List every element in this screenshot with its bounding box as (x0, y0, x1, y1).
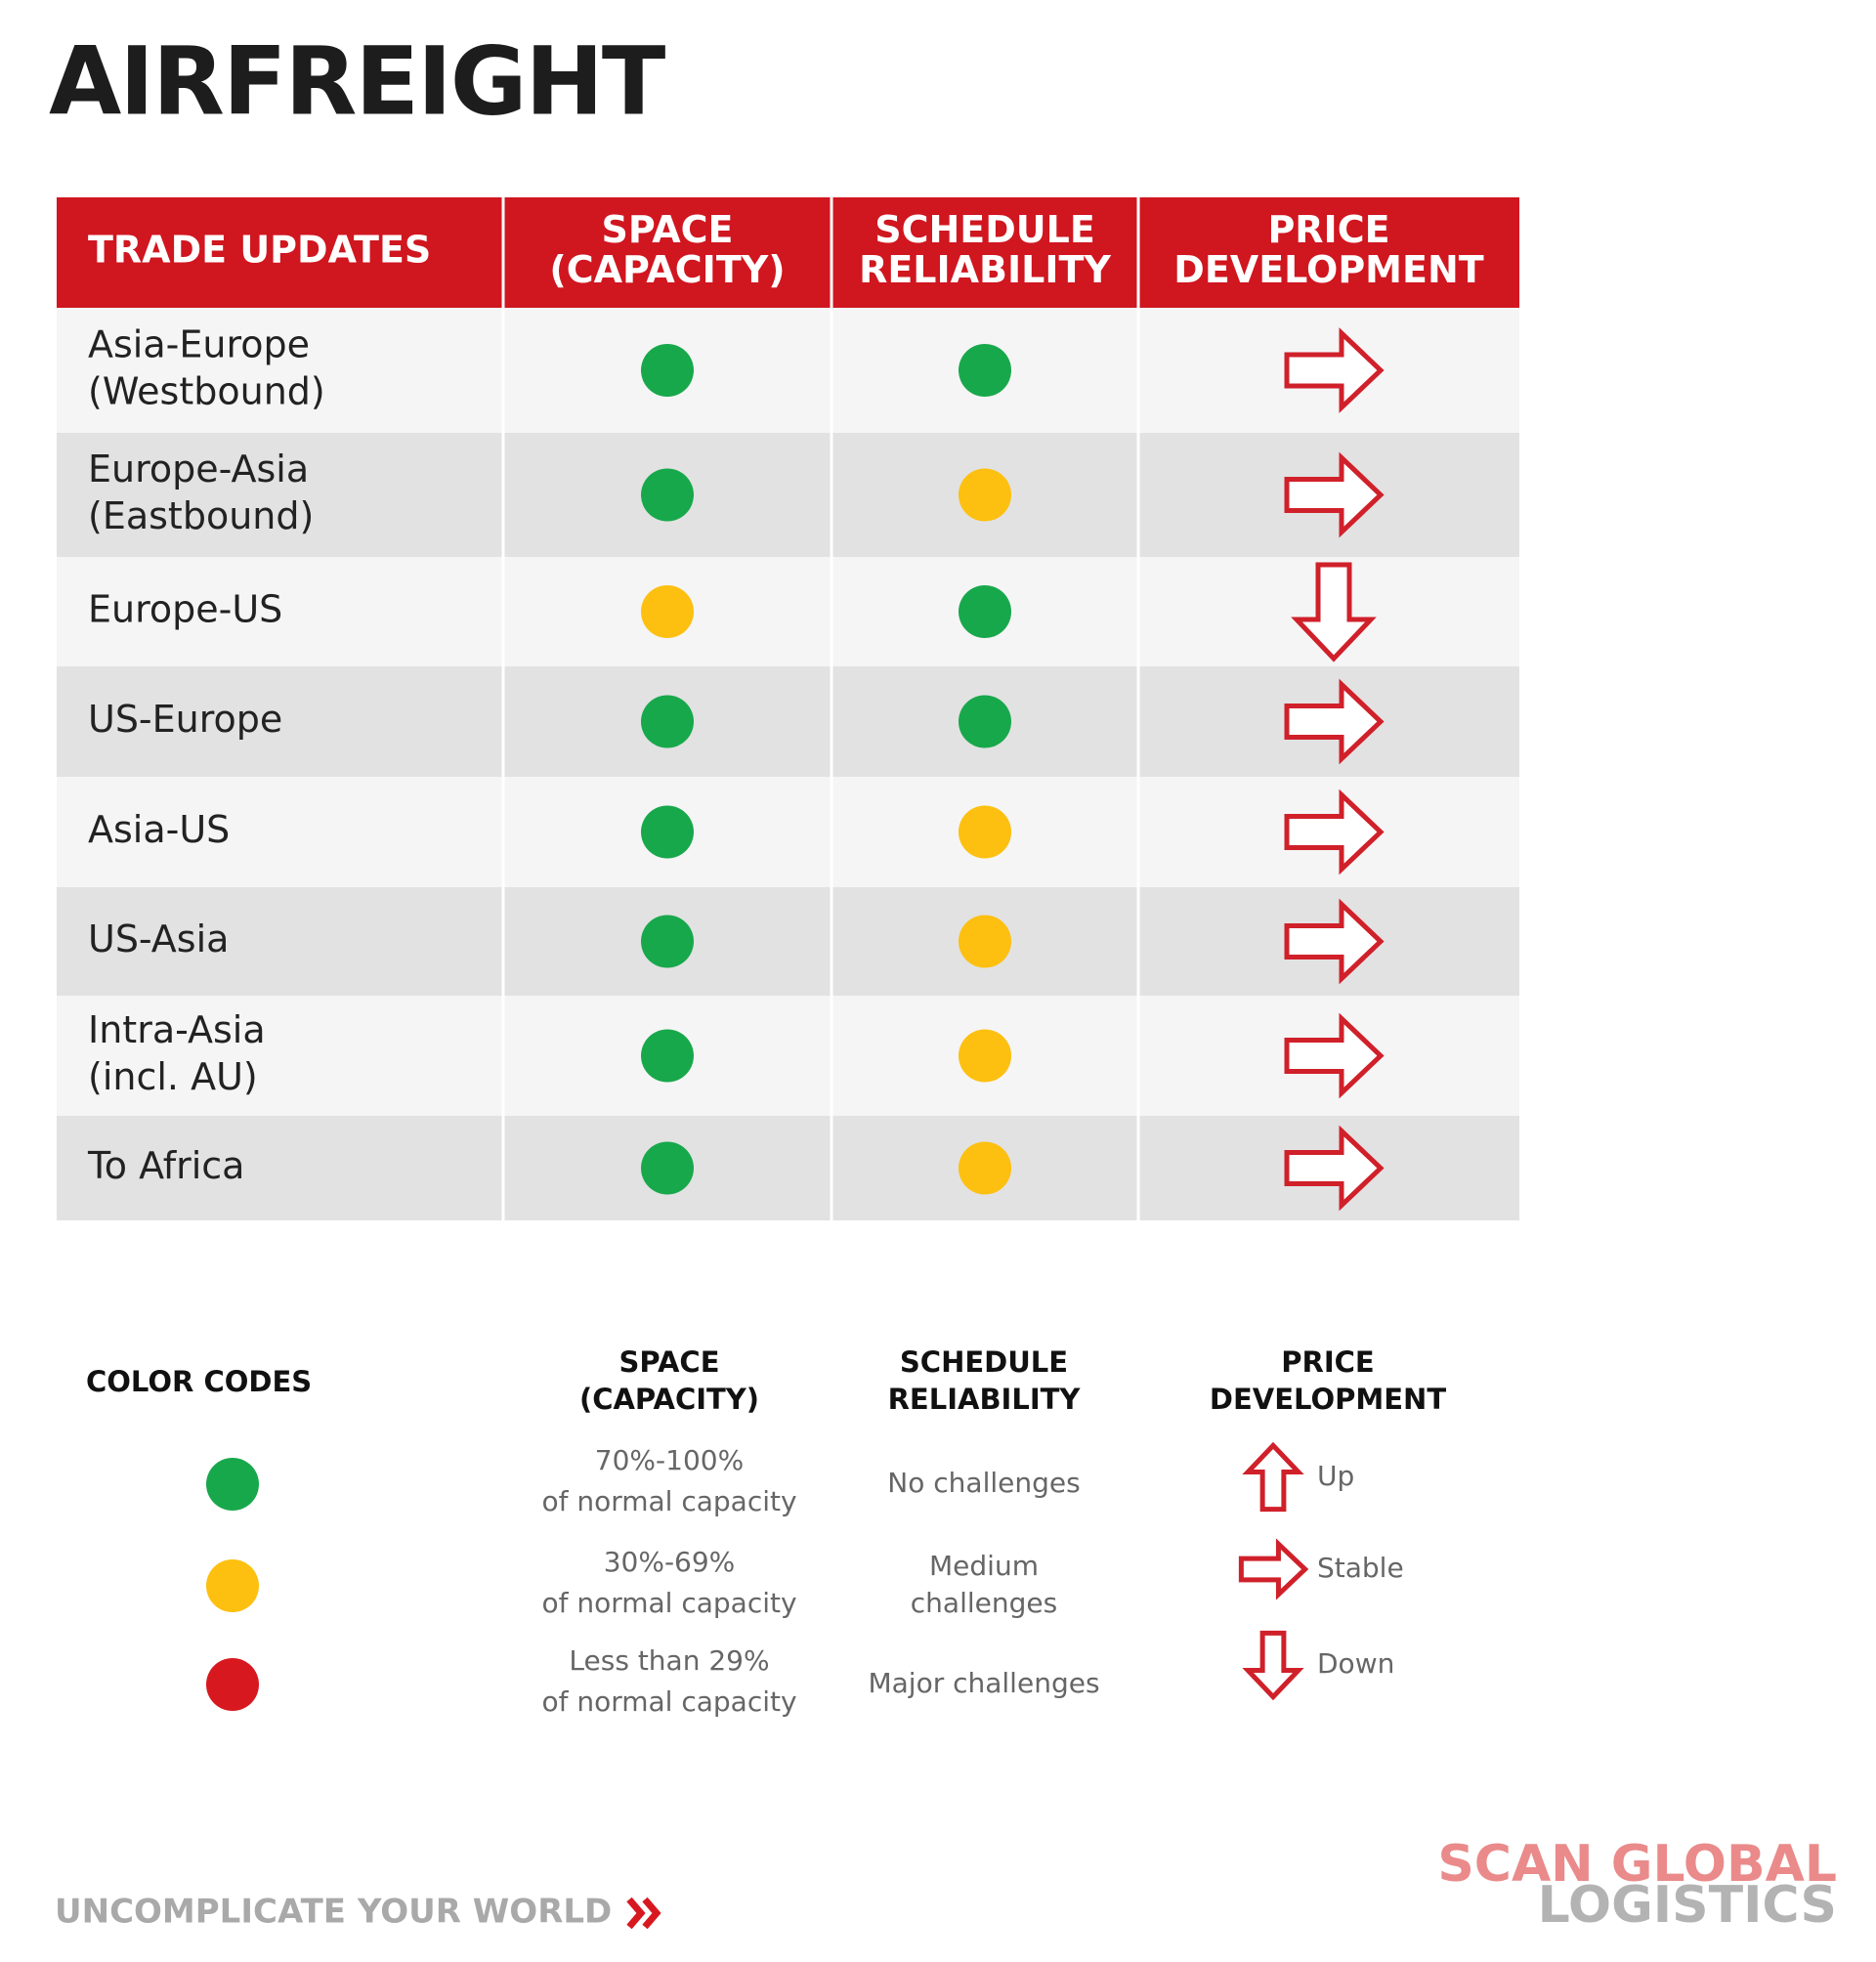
row-bg (57, 996, 1519, 1116)
header-cell: DEVELOPMENT (1173, 248, 1483, 291)
status-dot (641, 915, 694, 968)
legend-header: SPACE (618, 1345, 719, 1379)
legend-dot (206, 1559, 259, 1612)
legend-title: COLOR CODES (86, 1365, 312, 1398)
status-dot (641, 1141, 694, 1195)
status-dot (641, 585, 694, 638)
capacity-desc: of normal capacity (541, 1587, 796, 1619)
row-bg (57, 308, 1519, 433)
legend-header: (CAPACITY) (579, 1383, 759, 1416)
tagline: UNCOMPLICATE YOUR WORLD (55, 1893, 612, 1932)
row-bg (57, 1116, 1519, 1220)
header-cell: TRADE UPDATES (88, 229, 431, 272)
schedule-desc: Major challenges (868, 1667, 1099, 1699)
schedule-desc: No challenges (887, 1467, 1080, 1499)
trade-name: Asia-US (88, 808, 230, 851)
status-dot (959, 585, 1011, 638)
capacity-desc: of normal capacity (541, 1685, 796, 1718)
table-header-bg (57, 197, 1519, 308)
trade-name: Intra-Asia (88, 1008, 266, 1051)
price-arrow (1242, 1441, 1304, 1513)
schedule-desc: challenges (911, 1587, 1057, 1619)
trade-name: US-Europe (88, 698, 282, 741)
status-dot (959, 695, 1011, 748)
price-arrow (1242, 1630, 1304, 1701)
header-cell: SPACE (602, 208, 734, 251)
row-bg (57, 887, 1519, 996)
legend-dot (206, 1658, 259, 1711)
legend-header: SCHEDULE (900, 1345, 1068, 1379)
price-label: Stable (1317, 1552, 1404, 1584)
status-dot (959, 468, 1011, 522)
legend-header: RELIABILITY (888, 1383, 1082, 1416)
status-dot (641, 468, 694, 522)
trade-name: (incl. AU) (88, 1055, 258, 1098)
capacity-desc: of normal capacity (541, 1485, 796, 1517)
status-dot (641, 695, 694, 748)
status-dot (959, 1029, 1011, 1083)
price-arrow (1284, 678, 1385, 765)
legend-header: PRICE (1281, 1345, 1374, 1379)
capacity-desc: Less than 29% (569, 1644, 769, 1677)
trade-name: (Eastbound) (88, 494, 314, 537)
row-bg (57, 666, 1519, 777)
header-cell: SCHEDULE (874, 208, 1095, 251)
chevrons (626, 1897, 661, 1930)
capacity-desc: 30%-69% (604, 1546, 736, 1578)
header-cell: RELIABILITY (859, 248, 1111, 291)
price-label: Down (1317, 1647, 1394, 1680)
logo-line: SCAN GLOBAL (1437, 1835, 1837, 1894)
capacity-desc: 70%-100% (595, 1444, 744, 1476)
header-cell: (CAPACITY) (549, 248, 785, 291)
status-dot (641, 1029, 694, 1083)
logo-line: LOGISTICS (1538, 1876, 1837, 1935)
price-arrow (1284, 1125, 1385, 1212)
price-arrow (1238, 1538, 1309, 1600)
trade-name: (Westbound) (88, 370, 325, 413)
page-title: AIRFREIGHT (49, 26, 665, 136)
status-dot (959, 915, 1011, 968)
price-label: Up (1317, 1460, 1354, 1492)
price-arrow (1284, 1012, 1385, 1099)
schedule-desc: Medium (929, 1550, 1039, 1582)
trade-name: Europe-US (88, 588, 282, 631)
legend-dot (206, 1458, 259, 1511)
row-bg (57, 433, 1519, 557)
header-cell: PRICE (1267, 208, 1389, 251)
price-arrow (1284, 898, 1385, 985)
status-dot (959, 344, 1011, 397)
trade-name: Europe-Asia (88, 448, 309, 490)
status-dot (959, 1141, 1011, 1195)
price-arrow (1284, 327, 1385, 413)
price-arrow (1284, 451, 1385, 538)
trade-name: To Africa (87, 1144, 244, 1187)
trade-name: Asia-Europe (88, 323, 310, 366)
status-dot (959, 805, 1011, 859)
row-bg (57, 557, 1519, 666)
price-arrow (1284, 789, 1385, 875)
status-dot (641, 344, 694, 397)
status-dot (641, 805, 694, 859)
price-arrow (1291, 562, 1377, 662)
trade-name: US-Asia (88, 917, 229, 960)
legend-header: DEVELOPMENT (1210, 1383, 1446, 1416)
row-bg (57, 777, 1519, 887)
